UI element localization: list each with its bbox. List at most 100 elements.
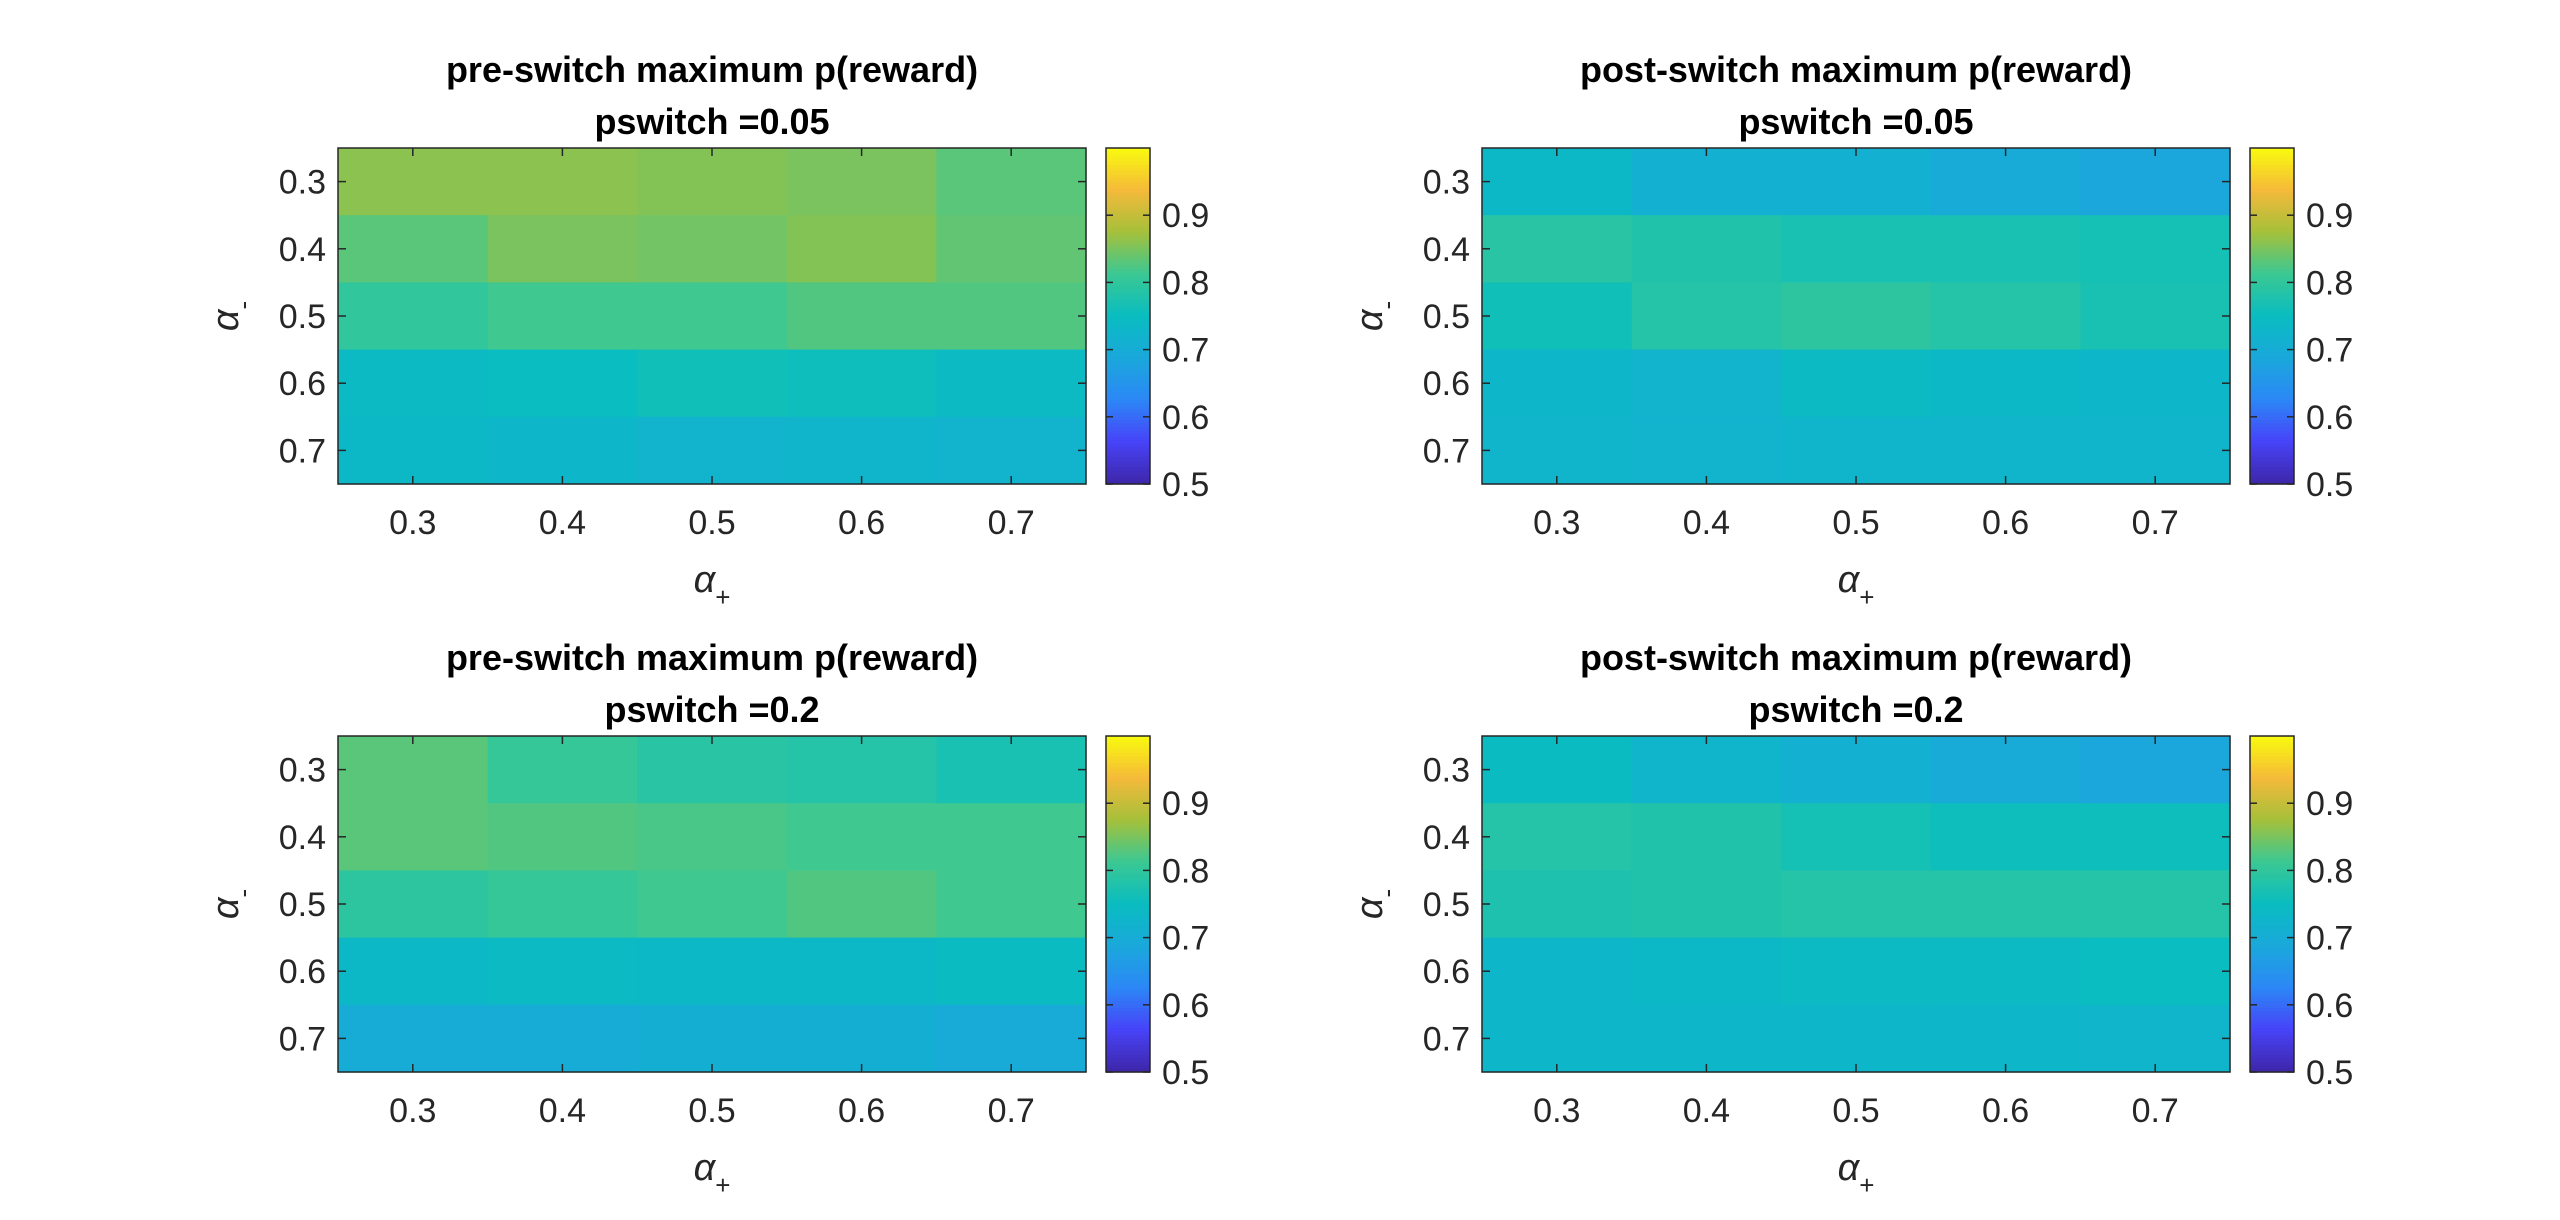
heatmap-cell <box>1781 215 1932 283</box>
colorbar-segment <box>2250 339 2294 344</box>
colorbar-segment <box>2250 991 2294 996</box>
colorbar-tick-label: 0.8 <box>2306 852 2353 890</box>
colorbar-segment <box>2250 799 2294 804</box>
colorbar-tick-label: 0.5 <box>1162 1054 1209 1092</box>
colorbar-segment <box>1106 238 1150 243</box>
x-tick-label: 0.3 <box>389 1092 436 1130</box>
heatmap-cell <box>1482 349 1633 418</box>
x-tick-label: 0.4 <box>1683 504 1730 542</box>
colorbar-segment <box>1106 205 1150 210</box>
colorbar-segment <box>1106 242 1150 247</box>
colorbar-segment <box>1106 887 1150 892</box>
colorbar-segment <box>1106 937 1150 942</box>
colorbar-segment <box>2250 893 2294 898</box>
colorbar-segment <box>2250 772 2294 777</box>
colorbar-segment <box>1106 880 1150 885</box>
colorbar-segment <box>1106 416 1150 421</box>
colorbar-segment <box>1106 245 1150 250</box>
panel-subtitle: pswitch =0.05 <box>594 101 829 142</box>
colorbar-segment <box>1106 262 1150 267</box>
x-tick-label: 0.5 <box>688 504 735 542</box>
colorbar-segment <box>2250 198 2294 203</box>
y-tick-label: 0.4 <box>279 231 326 269</box>
x-tick-label: 0.6 <box>838 504 885 542</box>
colorbar-segment <box>1106 1028 1150 1033</box>
colorbar-tick-label: 0.9 <box>2306 197 2353 235</box>
y-tick-label: 0.6 <box>1423 365 1470 403</box>
colorbar-segment <box>2250 907 2294 912</box>
heatmap-panel-1: 0.3 0.4 0.5 0.6 0.7 0.3 0.4 0.5 0.6 0.7 pre-switch… <box>205 49 1209 612</box>
colorbar-segment <box>2250 826 2294 831</box>
panel-title: post-switch maximum p(reward) <box>1580 49 2132 90</box>
colorbar-tick-label: 0.5 <box>2306 1054 2353 1092</box>
colorbar-segment <box>2250 195 2294 199</box>
colorbar-segment <box>1106 924 1150 929</box>
y-tick-label: 0.5 <box>279 298 326 336</box>
colorbar-segment <box>2250 897 2294 902</box>
colorbar-segment <box>1106 158 1150 163</box>
heatmap-cell <box>786 215 937 283</box>
colorbar-segment <box>2250 436 2294 441</box>
colorbar-segment <box>1106 181 1150 186</box>
colorbar-segment <box>1106 151 1150 156</box>
y-tick-label: 0.5 <box>279 886 326 924</box>
colorbar-segment <box>1106 1041 1150 1046</box>
heatmap-cell <box>637 416 788 485</box>
colorbar-segment <box>2250 181 2294 186</box>
colorbar-segment <box>1106 430 1150 435</box>
heatmap-cell <box>637 1004 788 1073</box>
colorbar-segment <box>2250 433 2294 438</box>
colorbar-segment <box>1106 463 1150 468</box>
colorbar-segment <box>1106 813 1150 818</box>
colorbar-segment <box>2250 184 2294 189</box>
x-axis-label-symbol: α <box>694 559 717 601</box>
colorbar-segment <box>1106 823 1150 828</box>
colorbar-segment <box>2250 188 2294 193</box>
colorbar-segment <box>1106 736 1150 740</box>
heatmap-cell <box>1482 870 1633 939</box>
heatmap-cell <box>1781 736 1932 804</box>
colorbar-segment <box>2250 164 2294 169</box>
colorbar-segment <box>1106 954 1150 959</box>
colorbar-segment <box>2250 786 2294 791</box>
colorbar-segment <box>1106 168 1150 173</box>
colorbar-segment <box>1106 772 1150 777</box>
colorbar-segment <box>2250 840 2294 845</box>
colorbar-segment <box>2250 984 2294 989</box>
colorbar-segment <box>2250 846 2294 851</box>
colorbar-segment <box>2250 783 2294 787</box>
y-axis-label: α- <box>205 301 258 331</box>
colorbar-segment <box>2250 779 2294 784</box>
x-tick-label: 0.6 <box>1982 1092 2029 1130</box>
colorbar-segment <box>1106 766 1150 771</box>
colorbar-segment <box>2250 295 2294 300</box>
heatmap-cell <box>786 736 937 804</box>
colorbar-segment <box>1106 809 1150 814</box>
heatmap-cell <box>487 870 638 939</box>
y-axis-label-subscript: - <box>228 889 258 898</box>
colorbar-segment <box>2250 957 2294 962</box>
colorbar-segment <box>1106 870 1150 875</box>
colorbar-segment <box>2250 739 2294 744</box>
y-tick-label: 0.6 <box>279 953 326 991</box>
colorbar-segment <box>2250 917 2294 922</box>
colorbar-segment <box>2250 238 2294 243</box>
x-axis-label: α+ <box>1838 1147 1875 1200</box>
colorbar-segment <box>1106 188 1150 193</box>
colorbar-segment <box>1106 184 1150 189</box>
heatmap-cell <box>786 349 937 418</box>
colorbar-segment <box>2250 309 2294 314</box>
colorbar-segment <box>1106 440 1150 445</box>
heatmap-cell <box>936 349 1087 418</box>
heatmap-cell <box>1930 870 2081 939</box>
colorbar-segment <box>1106 403 1150 408</box>
colorbar-segment <box>1106 846 1150 851</box>
colorbar-segment <box>1106 447 1150 451</box>
colorbar-segment <box>2250 262 2294 267</box>
colorbar-segment <box>2250 208 2294 213</box>
colorbar-segment <box>1106 977 1150 982</box>
colorbar-segment <box>2250 275 2294 280</box>
colorbar-segment <box>2250 171 2294 176</box>
colorbar-segment <box>2250 904 2294 908</box>
